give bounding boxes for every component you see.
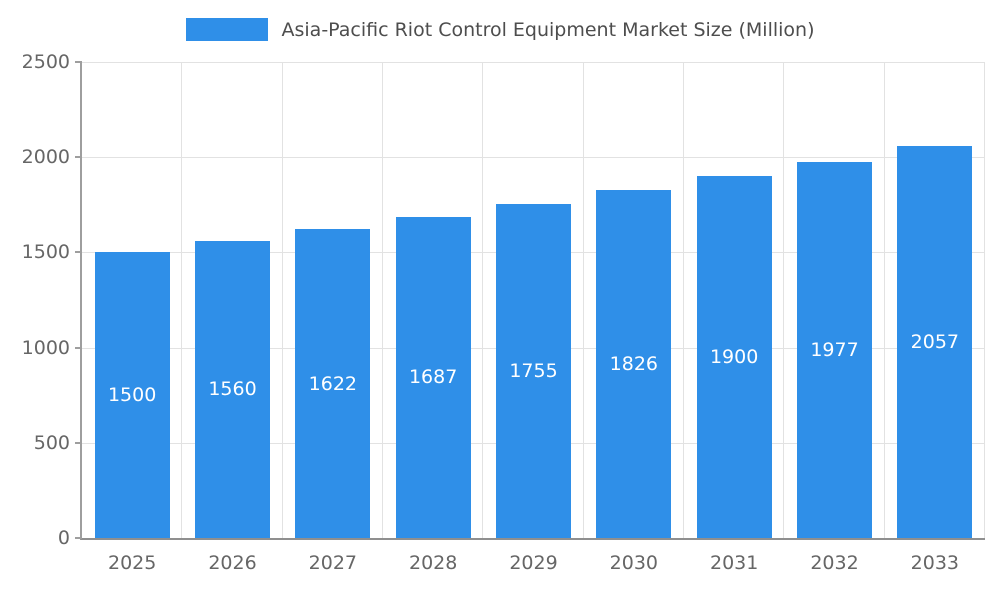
gridline-vertical	[582, 62, 584, 538]
plot-area: 0 500 1000 1500 2000 2500 1500 2025 1560 2026 1622…	[22, 51, 985, 574]
x-tick-label: 2027	[308, 552, 358, 574]
gridline-vertical	[482, 62, 484, 538]
bar: 2057	[897, 146, 973, 538]
legend: Asia-Pacific Riot Control Equipment Mark…	[0, 18, 1000, 41]
bar-value-label: 1826	[609, 353, 658, 376]
x-tick-label: 2031	[709, 552, 759, 574]
y-tick-label: 500	[33, 431, 70, 454]
bar: 1977	[796, 161, 873, 538]
gridline-vertical	[883, 62, 885, 538]
y-tick-label: 2500	[21, 51, 70, 73]
bar-value-label: 1977	[810, 338, 859, 361]
x-tick-label: 2030	[609, 552, 659, 574]
bar-value-label: 1755	[509, 359, 558, 382]
gridline-vertical	[984, 62, 985, 538]
bar: 1687	[395, 216, 471, 538]
y-tick-mark	[75, 251, 82, 254]
bar-value-label: 1900	[709, 346, 759, 369]
bar-value-label: 1687	[408, 366, 458, 389]
gridline-vertical	[382, 62, 383, 538]
x-tick-label: 2029	[509, 552, 558, 574]
y-tick-mark	[75, 537, 82, 539]
legend-swatch	[185, 18, 268, 41]
bar-value-label: 1622	[308, 372, 357, 395]
y-tick-label: 1000	[21, 336, 70, 359]
bar: 1622	[295, 229, 371, 538]
bar-value-label: 2057	[910, 331, 959, 354]
x-tick-label: 2033	[910, 552, 960, 574]
bar: 1500	[94, 252, 170, 538]
bar-value-label: 1500	[107, 384, 157, 407]
x-tick-label: 2028	[408, 552, 458, 574]
y-tick-mark	[75, 61, 82, 63]
bar: 1900	[696, 176, 772, 538]
gridline-horizontal	[82, 157, 985, 159]
y-tick-mark	[75, 346, 82, 349]
y-tick-mark	[75, 156, 82, 159]
y-tick-mark	[75, 441, 82, 444]
x-tick-label: 2032	[810, 552, 859, 574]
x-tick-label: 2025	[107, 552, 157, 574]
x-tick-label: 2026	[208, 552, 257, 574]
chart-title: Asia-Pacific Riot Control Equipment Mark…	[281, 18, 815, 41]
gridline-vertical	[783, 62, 785, 538]
gridline-vertical	[281, 62, 283, 538]
bar: 1826	[596, 190, 672, 538]
gridline-vertical	[683, 62, 684, 538]
gridline-vertical	[181, 62, 183, 538]
y-tick-label: 0	[57, 527, 70, 549]
bar-value-label: 1560	[208, 378, 257, 401]
y-tick-label: 1500	[21, 241, 70, 264]
gridline-horizontal	[82, 62, 985, 63]
y-tick-label: 2000	[21, 146, 70, 169]
bar: 1560	[194, 240, 271, 538]
bar: 1755	[495, 203, 572, 538]
